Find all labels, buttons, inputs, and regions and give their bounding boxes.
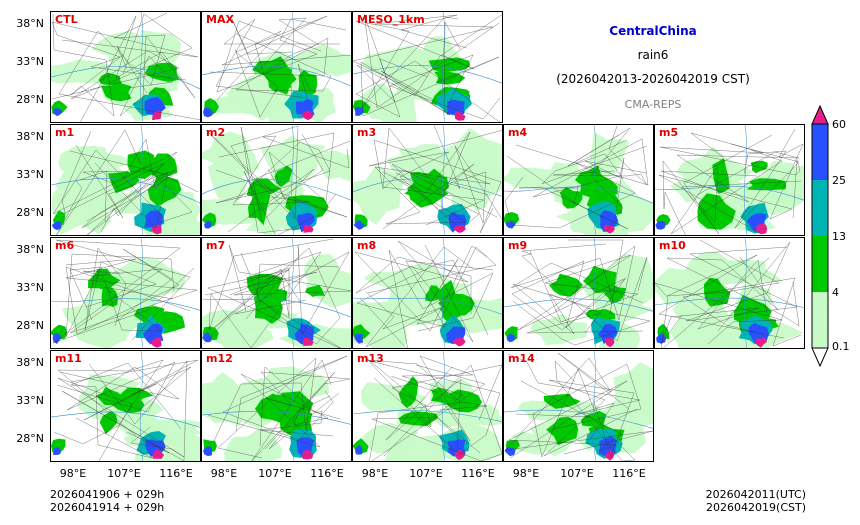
colorbar-label-25: 25 [832, 174, 846, 187]
panel-m3: m3 [352, 124, 503, 236]
panel-label: m2 [206, 126, 226, 139]
panel-label: MESO_1km [357, 13, 425, 26]
precip-map [504, 238, 653, 348]
lat-tick-label: 38°N [16, 17, 44, 30]
panel-m11: m11 [50, 350, 201, 462]
precip-map [504, 351, 653, 461]
panel-label: m10 [659, 239, 686, 252]
system-title: CMA-REPS [624, 98, 682, 111]
panel-label: m14 [508, 352, 535, 365]
panel-m13: m13 [352, 350, 503, 462]
lat-tick-label: 28°N [16, 432, 44, 445]
panel-m2: m2 [201, 124, 352, 236]
lon-tick-label: 98°E [59, 467, 87, 480]
panel-ctl: CTL [50, 11, 201, 123]
precip-map [655, 125, 804, 235]
panel-label: m3 [357, 126, 377, 139]
precip-map [202, 12, 351, 122]
panel-m7: m7 [201, 237, 352, 349]
lat-tick-label: 33°N [16, 394, 44, 407]
panel-m4: m4 [503, 124, 654, 236]
precip-map [353, 125, 502, 235]
lat-tick-label: 33°N [16, 168, 44, 181]
panel-m12: m12 [201, 350, 352, 462]
period-title: (2026042013-2026042019 CST) [556, 72, 750, 86]
panel-m10: m10 [654, 237, 805, 349]
precip-map [202, 351, 351, 461]
colorbar-extend-max [811, 104, 829, 125]
panel-m1: m1 [50, 124, 201, 236]
panel-label: m9 [508, 239, 528, 252]
init-time-cst: 2026041914 + 029h [50, 501, 165, 514]
panel-label: m13 [357, 352, 384, 365]
lon-tick-label: 98°E [361, 467, 389, 480]
lat-tick-label: 33°N [16, 281, 44, 294]
panel-label: m7 [206, 239, 226, 252]
colorbar-segment-13-25 [812, 180, 828, 236]
lon-tick-label: 107°E [107, 467, 141, 480]
colorbar-segment-25-60 [812, 124, 828, 180]
panel-label: m5 [659, 126, 679, 139]
panel-max: MAX [201, 11, 352, 123]
precip-map [353, 238, 502, 348]
lat-tick-label: 28°N [16, 93, 44, 106]
lon-tick-label: 98°E [210, 467, 238, 480]
precip-map [202, 238, 351, 348]
colorbar-label-4: 4 [832, 286, 839, 299]
valid-time-utc: 2026042011(UTC) [705, 488, 806, 501]
panel-label: m1 [55, 126, 75, 139]
panel-label: MAX [206, 13, 234, 26]
panel-label: m4 [508, 126, 528, 139]
precip-map [504, 125, 653, 235]
variable-title: rain6 [637, 48, 669, 62]
lat-tick-label: 38°N [16, 356, 44, 369]
precip-map [353, 351, 502, 461]
lon-tick-label: 116°E [461, 467, 495, 480]
precip-map [51, 125, 200, 235]
valid-time-block: 2026042011(UTC) 2026042019(CST) [694, 488, 806, 514]
panel-label: m12 [206, 352, 233, 365]
colorbar-label-13: 13 [832, 230, 846, 243]
colorbar-segment-0.1-4 [812, 292, 828, 348]
precip-map [655, 238, 804, 348]
colorbar-segment-4-13 [812, 236, 828, 292]
lat-tick-label: 38°N [16, 130, 44, 143]
panel-m9: m9 [503, 237, 654, 349]
lon-tick-label: 107°E [258, 467, 292, 480]
colorbar-label-60: 60 [832, 118, 846, 131]
precip-map [51, 12, 200, 122]
panel-label: m11 [55, 352, 82, 365]
precip-map [202, 125, 351, 235]
lat-tick-label: 28°N [16, 206, 44, 219]
panel-label: m8 [357, 239, 377, 252]
colorbar-label-0.1: 0.1 [832, 340, 850, 353]
panel-m14: m14 [503, 350, 654, 462]
panel-label: CTL [55, 13, 78, 26]
lon-tick-label: 116°E [159, 467, 193, 480]
lat-tick-label: 33°N [16, 55, 44, 68]
init-time-block: 2026041906 + 029h 2026041914 + 029h [50, 488, 164, 514]
precip-map [353, 12, 502, 122]
lon-tick-label: 116°E [310, 467, 344, 480]
lon-tick-label: 98°E [512, 467, 540, 480]
precip-map [51, 351, 200, 461]
lon-tick-label: 116°E [612, 467, 646, 480]
colorbar-extend-min [811, 347, 829, 368]
lon-tick-label: 107°E [409, 467, 443, 480]
valid-time-cst: 2026042019(CST) [706, 501, 806, 514]
colorbar [811, 104, 829, 368]
panel-meso-1km: MESO_1km [352, 11, 503, 123]
lat-tick-label: 28°N [16, 319, 44, 332]
panel-m8: m8 [352, 237, 503, 349]
region-title: CentralChina [609, 24, 697, 38]
init-time-utc: 2026041906 + 029h [50, 488, 165, 501]
panel-m5: m5 [654, 124, 805, 236]
lon-tick-label: 107°E [560, 467, 594, 480]
panel-m6: m6 [50, 237, 201, 349]
panel-label: m6 [55, 239, 75, 252]
lat-tick-label: 38°N [16, 243, 44, 256]
precip-map [51, 238, 200, 348]
